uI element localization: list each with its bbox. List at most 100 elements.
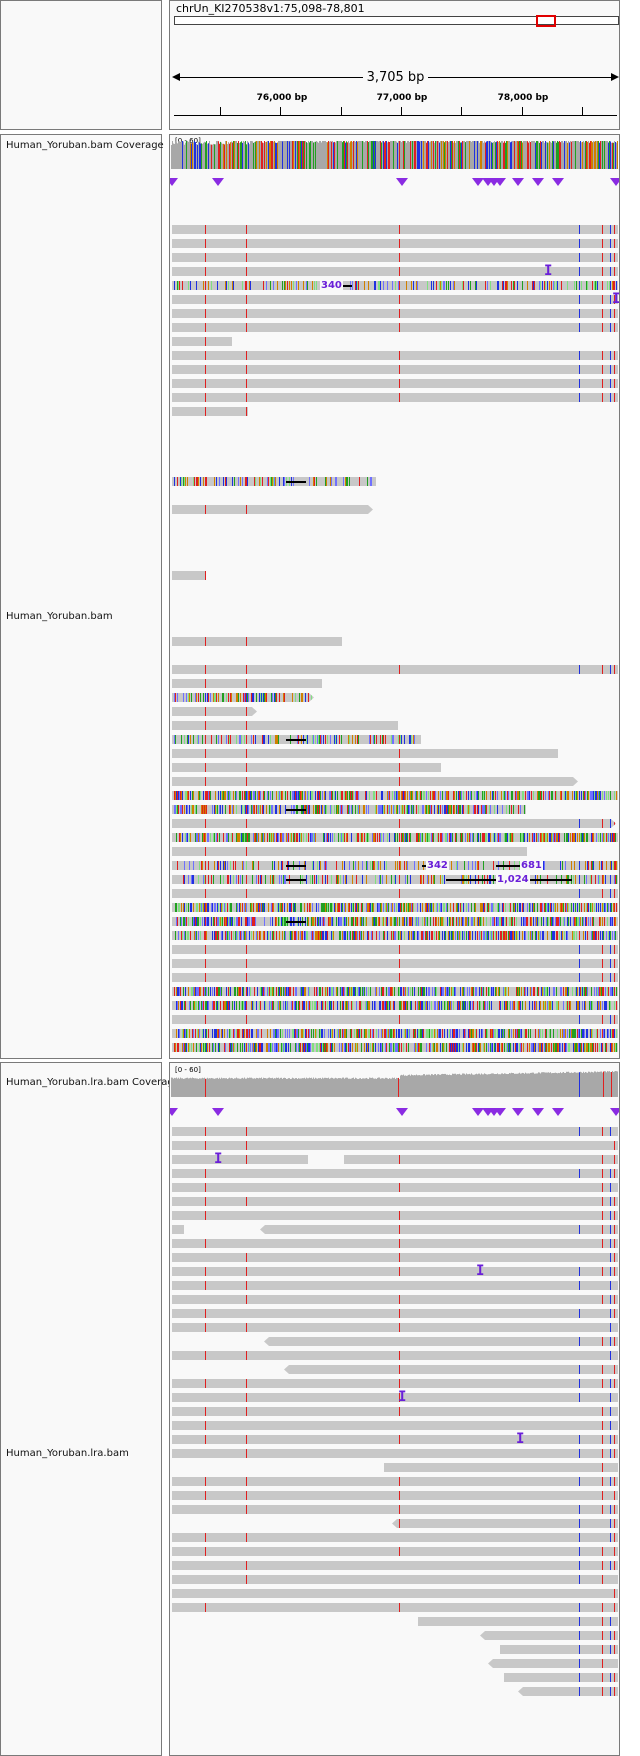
aligned-read[interactable] — [172, 1309, 618, 1318]
aligned-read[interactable] — [172, 1421, 618, 1430]
aligned-read[interactable] — [172, 847, 527, 856]
aligned-read[interactable] — [172, 777, 578, 786]
track2-reads-label[interactable]: Human_Yoruban.lra.bam — [6, 1448, 129, 1459]
current-region-box[interactable] — [536, 15, 556, 27]
aligned-read[interactable] — [260, 1225, 618, 1234]
aligned-read[interactable] — [172, 917, 618, 926]
aligned-read[interactable] — [480, 1631, 618, 1640]
aligned-read[interactable] — [172, 1183, 618, 1192]
aligned-read[interactable] — [418, 1617, 618, 1626]
aligned-read[interactable] — [172, 1589, 618, 1598]
aligned-read[interactable] — [172, 1043, 618, 1052]
track1-reads-label[interactable]: Human_Yoruban.bam — [6, 611, 113, 622]
aligned-read[interactable] — [172, 945, 618, 954]
mismatch-mark — [314, 833, 315, 842]
aligned-read[interactable] — [344, 1155, 618, 1164]
aligned-read[interactable] — [172, 1253, 618, 1262]
aligned-read[interactable] — [172, 365, 618, 374]
aligned-read[interactable] — [172, 1533, 618, 1542]
aligned-read[interactable] — [172, 819, 616, 828]
aligned-read[interactable] — [172, 1267, 618, 1276]
aligned-read[interactable] — [172, 1393, 618, 1402]
aligned-read[interactable] — [172, 1001, 618, 1010]
aligned-read[interactable] — [172, 749, 558, 758]
aligned-read[interactable] — [172, 1127, 618, 1136]
aligned-read[interactable] — [172, 309, 618, 318]
aligned-read[interactable] — [172, 267, 618, 276]
aligned-read[interactable] — [172, 1477, 618, 1486]
aligned-read[interactable] — [172, 1603, 618, 1612]
aligned-read[interactable] — [172, 1547, 618, 1556]
aligned-read[interactable] — [504, 1673, 618, 1682]
aligned-read[interactable] — [392, 1519, 618, 1528]
aligned-read[interactable] — [172, 959, 618, 968]
mismatch-mark — [377, 833, 378, 842]
aligned-read[interactable] — [172, 665, 618, 674]
aligned-read[interactable] — [172, 337, 232, 346]
aligned-read[interactable] — [172, 805, 526, 814]
aligned-read[interactable] — [172, 1015, 618, 1024]
aligned-read[interactable] — [172, 351, 618, 360]
aligned-read[interactable] — [172, 225, 618, 234]
aligned-read[interactable] — [172, 1491, 618, 1500]
aligned-read[interactable] — [172, 1505, 618, 1514]
aligned-read[interactable] — [172, 637, 342, 646]
aligned-read[interactable] — [172, 239, 618, 248]
aligned-read[interactable] — [172, 1281, 618, 1290]
track1-coverage-label[interactable]: Human_Yoruban.bam Coverage — [6, 140, 164, 151]
aligned-read[interactable] — [500, 1645, 618, 1654]
aligned-read[interactable] — [172, 379, 618, 388]
aligned-read[interactable] — [172, 707, 257, 716]
aligned-read[interactable] — [172, 1575, 618, 1584]
aligned-read[interactable] — [172, 1561, 618, 1570]
aligned-read[interactable] — [172, 721, 398, 730]
aligned-read[interactable] — [172, 1225, 184, 1234]
aligned-read[interactable] — [172, 505, 373, 514]
aligned-read[interactable] — [172, 1197, 618, 1206]
aligned-read[interactable] — [172, 1323, 618, 1332]
aligned-read[interactable] — [384, 1463, 618, 1472]
aligned-read[interactable] — [488, 1659, 618, 1668]
aligned-read[interactable] — [172, 693, 314, 702]
aligned-read[interactable] — [172, 987, 618, 996]
mismatch-mark — [356, 875, 357, 884]
aligned-read[interactable] — [172, 903, 618, 912]
track2-coverage-histogram[interactable] — [170, 1063, 619, 1103]
aligned-read[interactable] — [172, 393, 618, 402]
aligned-read[interactable] — [172, 1029, 618, 1038]
aligned-read[interactable] — [172, 791, 618, 800]
aligned-read[interactable] — [172, 1239, 618, 1248]
aligned-read[interactable] — [172, 861, 618, 870]
aligned-read[interactable] — [172, 295, 618, 304]
aligned-read[interactable] — [172, 1351, 618, 1360]
aligned-read[interactable] — [172, 1211, 618, 1220]
aligned-read[interactable] — [284, 1365, 618, 1374]
aligned-read[interactable] — [172, 679, 322, 688]
aligned-read[interactable] — [172, 571, 206, 580]
aligned-read[interactable] — [172, 833, 618, 842]
aligned-read[interactable] — [172, 253, 618, 262]
aligned-read[interactable] — [264, 1337, 618, 1346]
aligned-read[interactable] — [172, 1295, 618, 1304]
aligned-read[interactable] — [172, 1141, 618, 1150]
aligned-read[interactable] — [172, 407, 248, 416]
aligned-read[interactable] — [172, 1155, 308, 1164]
aligned-read[interactable] — [172, 323, 618, 332]
track1-coverage-histogram[interactable] — [170, 135, 619, 175]
aligned-read[interactable] — [172, 281, 618, 290]
aligned-read[interactable] — [172, 477, 376, 486]
aligned-read[interactable] — [172, 973, 618, 982]
aligned-read[interactable] — [172, 1169, 618, 1178]
aligned-read[interactable] — [172, 889, 618, 898]
aligned-read[interactable] — [172, 931, 618, 940]
aligned-read[interactable] — [172, 1379, 618, 1388]
aligned-read[interactable] — [172, 1435, 618, 1444]
aligned-read[interactable] — [172, 1449, 618, 1458]
aligned-read[interactable] — [518, 1687, 618, 1696]
chromosome-ideogram[interactable] — [174, 16, 619, 25]
track2-coverage-label[interactable]: Human_Yoruban.lra.bam Coverage — [6, 1077, 180, 1088]
aligned-read[interactable] — [172, 763, 441, 772]
aligned-read[interactable] — [172, 1407, 618, 1416]
